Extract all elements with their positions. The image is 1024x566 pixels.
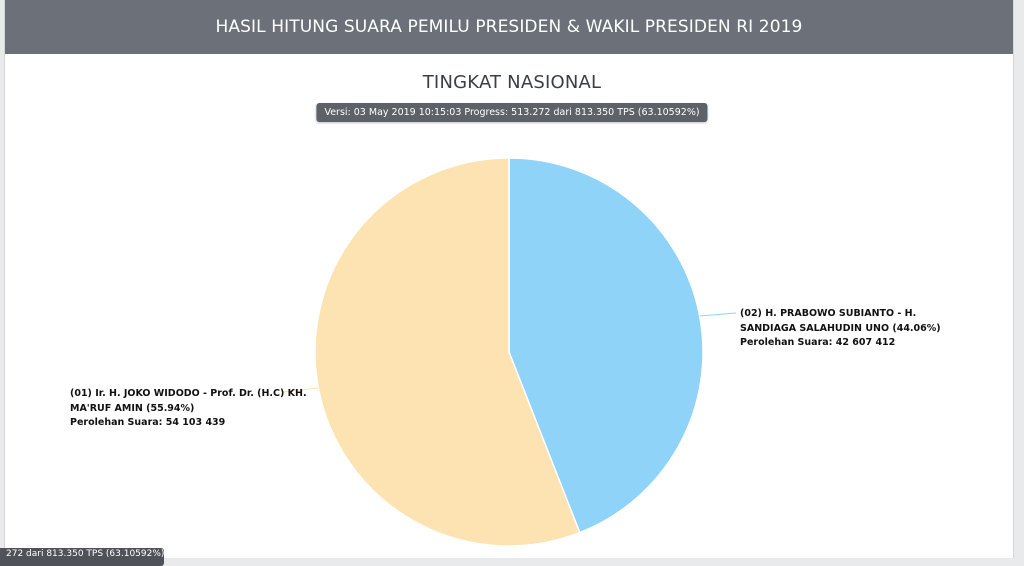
header-title: HASIL HITUNG SUARA PEMILU PRESIDEN & WAK… <box>215 17 803 37</box>
slice-label-jokowi-name: (01) Ir. H. JOKO WIDODO - Prof. Dr. (H.C… <box>70 388 307 414</box>
pie-slice-prabowo[interactable] <box>508 157 704 534</box>
connector-line-jokowi <box>282 387 319 393</box>
tooltip-badge: 272 dari 813.350 TPS (63.10592%) <box>0 548 164 566</box>
page-header: HASIL HITUNG SUARA PEMILU PRESIDEN & WAK… <box>5 0 1013 54</box>
version-badge: Versi: 03 May 2019 10:15:03 Progress: 51… <box>316 103 708 122</box>
slice-label-prabowo-votes: Perolehan Suara: 42 607 412 <box>740 337 896 348</box>
slice-label-prabowo-name: (02) H. PRABOWO SUBIANTO - H. SANDIAGA S… <box>740 308 941 334</box>
slice-label-prabowo: (02) H. PRABOWO SUBIANTO - H. SANDIAGA S… <box>740 307 970 351</box>
slice-label-jokowi-votes: Perolehan Suara: 54 103 439 <box>70 417 226 428</box>
pie-slice-jokowi[interactable] <box>314 157 581 547</box>
slice-label-jokowi: (01) Ir. H. JOKO WIDODO - Prof. Dr. (H.C… <box>70 387 310 431</box>
chart-title: TINGKAT NASIONAL <box>422 72 602 93</box>
connector-line-prabowo <box>699 312 737 317</box>
